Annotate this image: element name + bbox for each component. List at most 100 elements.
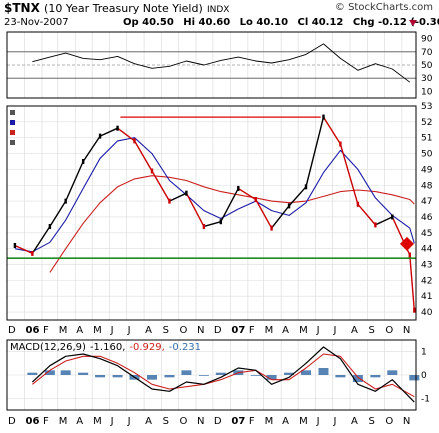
x-tick-label: F — [43, 416, 49, 427]
x-tick-label: M — [299, 325, 308, 336]
rsi-panel: 90 70 50 30 10 — [6, 31, 433, 99]
x-tick-label: A — [351, 416, 358, 427]
price-tick-label: 50 — [421, 150, 433, 160]
x-tick-label: A — [282, 416, 289, 427]
x-tick-label: N — [403, 416, 410, 427]
price-line-segment — [255, 198, 273, 229]
price-marker — [13, 242, 17, 248]
x-tick-label: A — [282, 325, 289, 336]
x-tick-label: O — [385, 325, 393, 336]
price-marker — [237, 185, 240, 191]
price-marker — [168, 198, 171, 204]
price-line-segment — [185, 192, 205, 228]
legend-swatch — [10, 110, 15, 115]
x-tick-label: M — [299, 416, 308, 427]
price-marker — [287, 203, 291, 209]
macd-histogram-bar — [164, 375, 175, 378]
price-marker — [98, 133, 102, 139]
x-tick-label: S — [163, 325, 169, 336]
macd-legend-value: -0.929, — [129, 342, 164, 353]
macd-histogram-bar — [370, 375, 381, 378]
low-value: Lo 40.10 — [239, 17, 289, 28]
x-tick-label: J — [110, 416, 114, 427]
x-tick-label: 06 — [25, 325, 39, 336]
quote-date: 23-Nov-2007 — [4, 17, 69, 28]
x-tick-label: N — [197, 325, 204, 336]
x-tick-label: O — [179, 325, 187, 336]
x-tick-label: F — [249, 325, 255, 336]
macd-legend-title: MACD(12,26,9) — [10, 342, 86, 353]
price-tick-label: 40 — [421, 308, 433, 318]
macd-histogram-bar — [181, 370, 192, 375]
x-tick-label: D — [214, 325, 222, 336]
macd-histogram-bar — [250, 375, 261, 376]
x-tick-label: M — [265, 325, 274, 336]
ma50-line — [14, 137, 415, 253]
price-tick-label: 46 — [421, 213, 433, 223]
x-tick-label: M — [93, 416, 102, 427]
price-marker — [391, 214, 394, 220]
price-line-segment — [339, 143, 359, 205]
x-tick-label: S — [368, 416, 374, 427]
price-marker — [254, 197, 257, 203]
symbol: $TNX — [4, 1, 40, 15]
price-x-axis: D 06 F M A M J J A S O N D 07 F M A M J J A S O N — [8, 325, 410, 336]
macd-histogram-bar — [198, 375, 209, 376]
price-panel: 53 52 51 50 49 48 47 46 45 44 43 42 41 40 — [6, 102, 433, 321]
x-tick-label: A — [145, 416, 152, 427]
x-tick-label: N — [403, 325, 410, 336]
macd-histogram-bar — [409, 375, 420, 381]
macd-histogram-bar — [215, 372, 226, 375]
macd-legend-value: -1.160, — [90, 342, 125, 353]
macd-tick-label: 0 — [421, 371, 427, 381]
x-tick-label: 06 — [25, 416, 39, 427]
macd-panel: 1 0 -1 MACD(12,26,9) -1.160, -0.929, -0.231 — [6, 339, 430, 411]
x-tick-label: M — [59, 416, 68, 427]
x-tick-label: J — [127, 416, 131, 427]
price-line-segment — [31, 225, 51, 255]
price-line-segment — [49, 200, 67, 228]
price-tick-label: 51 — [421, 134, 432, 144]
macd-histogram-bar — [387, 370, 398, 375]
price-marker — [31, 250, 34, 256]
x-tick-label: A — [76, 325, 83, 336]
brand-label: © StockCharts.com — [334, 2, 433, 13]
symbol-name: (10 Year Treasury Note Yield) — [44, 2, 203, 15]
breakdown-diamond-icon — [399, 236, 414, 251]
x-tick-label: A — [76, 416, 83, 427]
price-line-segment — [305, 116, 325, 188]
legend-swatch — [10, 130, 15, 135]
x-tick-label: S — [368, 325, 374, 336]
x-tick-label: 07 — [231, 416, 245, 427]
x-tick-label: F — [43, 325, 49, 336]
macd-histogram-bar — [95, 375, 106, 378]
down-arrow-icon — [409, 20, 417, 26]
macd-histogram-bar — [300, 370, 311, 375]
x-tick-label: M — [265, 416, 274, 427]
price-line-segment — [99, 127, 119, 137]
price-marker — [185, 190, 188, 196]
price-marker — [374, 222, 377, 228]
open-value: Op 40.50 — [123, 17, 174, 28]
x-tick-label: J — [110, 325, 114, 336]
macd-tick-label: 1 — [421, 348, 427, 358]
price-tick-label: 49 — [421, 165, 433, 175]
x-tick-label: J — [333, 325, 337, 336]
rsi-frame — [6, 31, 417, 99]
price-line-segment — [203, 221, 222, 228]
x-tick-label: M — [59, 325, 68, 336]
macd-tick-label: -1 — [421, 394, 430, 404]
price-tick-label: 41 — [421, 292, 432, 302]
price-marker — [322, 114, 325, 120]
price-line-segment — [237, 187, 257, 201]
x-tick-label: A — [145, 325, 152, 336]
price-marker — [81, 158, 85, 164]
price-marker — [64, 198, 67, 204]
macd-histogram-bar — [146, 375, 157, 380]
change-value: Chg -0.12 (-0.30%) — [352, 17, 439, 28]
legend-swatch — [10, 120, 15, 125]
price-line-segment — [14, 244, 34, 255]
macd-histogram-bar — [335, 375, 346, 378]
